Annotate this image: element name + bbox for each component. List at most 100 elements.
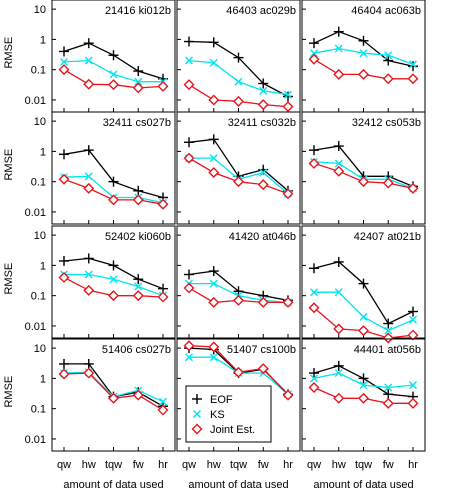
series-point-1 [208,37,219,48]
panel-4: 32411 cs027b [51,111,176,225]
series-point-2 [334,159,343,168]
series-point-3 [257,363,269,375]
series-point-3 [233,176,244,188]
series-point-1 [309,38,319,49]
panel-2: 46403 ac029b [176,0,301,113]
series-point-3 [308,382,320,393]
x-axis-title: amount of data used [188,479,288,491]
series-point-3 [233,95,244,107]
y-tick-label: 0.01 [25,95,46,107]
series-point-3 [308,157,320,169]
series-point-2 [209,353,218,362]
x-tick-label: tqw [355,459,372,471]
series-point-3 [407,73,419,85]
series-point-3 [157,404,169,416]
series-point-2 [310,288,318,297]
series-point-2 [159,397,167,406]
series-point-1 [59,255,69,266]
panel-title: 42407 at021b [354,231,421,243]
panel-7: 52402 ki060b [51,225,176,339]
series-point-1 [309,368,319,379]
series-line-2 [314,291,414,332]
series-point-1 [309,145,319,156]
series-point-2 [359,49,368,58]
series-point-3 [108,79,119,91]
y-tick-label: 0.1 [31,177,46,189]
series-point-2 [334,44,343,53]
panel-title: 41420 at046b [229,231,296,243]
x-tick-label: tqw [230,459,247,471]
panel-11: 51407 cs100b [176,338,301,452]
series-point-3 [183,282,195,294]
series-point-1 [333,26,344,37]
series-point-3 [382,177,394,189]
series-point-1 [358,35,369,46]
series-point-3 [157,198,169,210]
panel-title: 46404 ac063b [351,5,421,17]
series-point-3 [58,368,70,380]
panel-1: 21416 ki012b [51,0,176,113]
panel-5: 32411 cs032b [176,111,301,225]
series-point-2 [359,312,368,321]
x-tick-label: hw [82,459,96,471]
series-point-3 [382,332,394,344]
series-point-1 [108,50,119,61]
panel-title: 32411 cs027b [103,117,171,129]
series-point-1 [83,145,94,156]
x-tick-label: qw [307,459,321,471]
series-point-3 [282,296,294,308]
series-point-2 [310,49,318,58]
series-point-3 [208,341,220,353]
legend-marker-3 [191,423,203,435]
series-point-3 [132,194,144,206]
series-point-3 [308,302,320,314]
series-point-1 [208,134,219,145]
y-tick-label: 10 [34,4,46,16]
series-point-3 [407,397,419,409]
series-point-3 [333,323,345,335]
series-point-1 [133,274,144,285]
series-point-3 [183,152,195,164]
x-tick-label: fw [383,459,394,471]
series-point-3 [108,194,119,206]
series-point-3 [83,284,95,296]
panel-grid: 21416 ki012b 46403 ac029b 46404 ac063b 3241… [51,0,426,452]
series-point-3 [308,53,320,65]
series-point-3 [257,179,269,191]
series-point-1 [233,286,244,297]
series-point-3 [233,366,244,378]
x-tick-label: qw [57,459,71,471]
legend-label-1: EOF [210,394,233,406]
series-point-3 [257,296,269,308]
series-point-1 [59,358,69,369]
series-point-1 [383,55,394,66]
legend-box [185,385,272,443]
series-point-2 [259,86,268,95]
y-tick-label: 10 [34,343,46,355]
y-tick-label: 0.1 [31,65,46,77]
series-point-1 [309,263,319,274]
panel-title: 52402 ki060b [105,231,171,243]
series-point-2 [109,70,118,79]
y-axis-title: RMSE [3,37,15,69]
series-point-3 [282,188,294,200]
y-tick-label: 10 [34,230,46,242]
panel-6: 32412 cs053b [301,111,426,225]
series-point-2 [134,77,143,86]
series-point-1 [184,137,194,148]
series-point-1 [59,46,69,57]
series-point-3 [208,296,220,308]
series-point-3 [282,389,294,401]
series-point-3 [58,64,70,76]
series-point-2 [134,282,143,291]
series-point-2 [334,288,343,297]
series-point-3 [83,182,95,194]
series-point-1 [108,260,119,271]
series-point-3 [208,167,220,179]
series-point-2 [60,57,68,66]
series-point-1 [83,38,94,49]
series-line-2 [313,47,414,65]
x-tick-label: hr [408,459,418,471]
series-line-2 [188,59,289,96]
series-point-2 [310,374,318,383]
